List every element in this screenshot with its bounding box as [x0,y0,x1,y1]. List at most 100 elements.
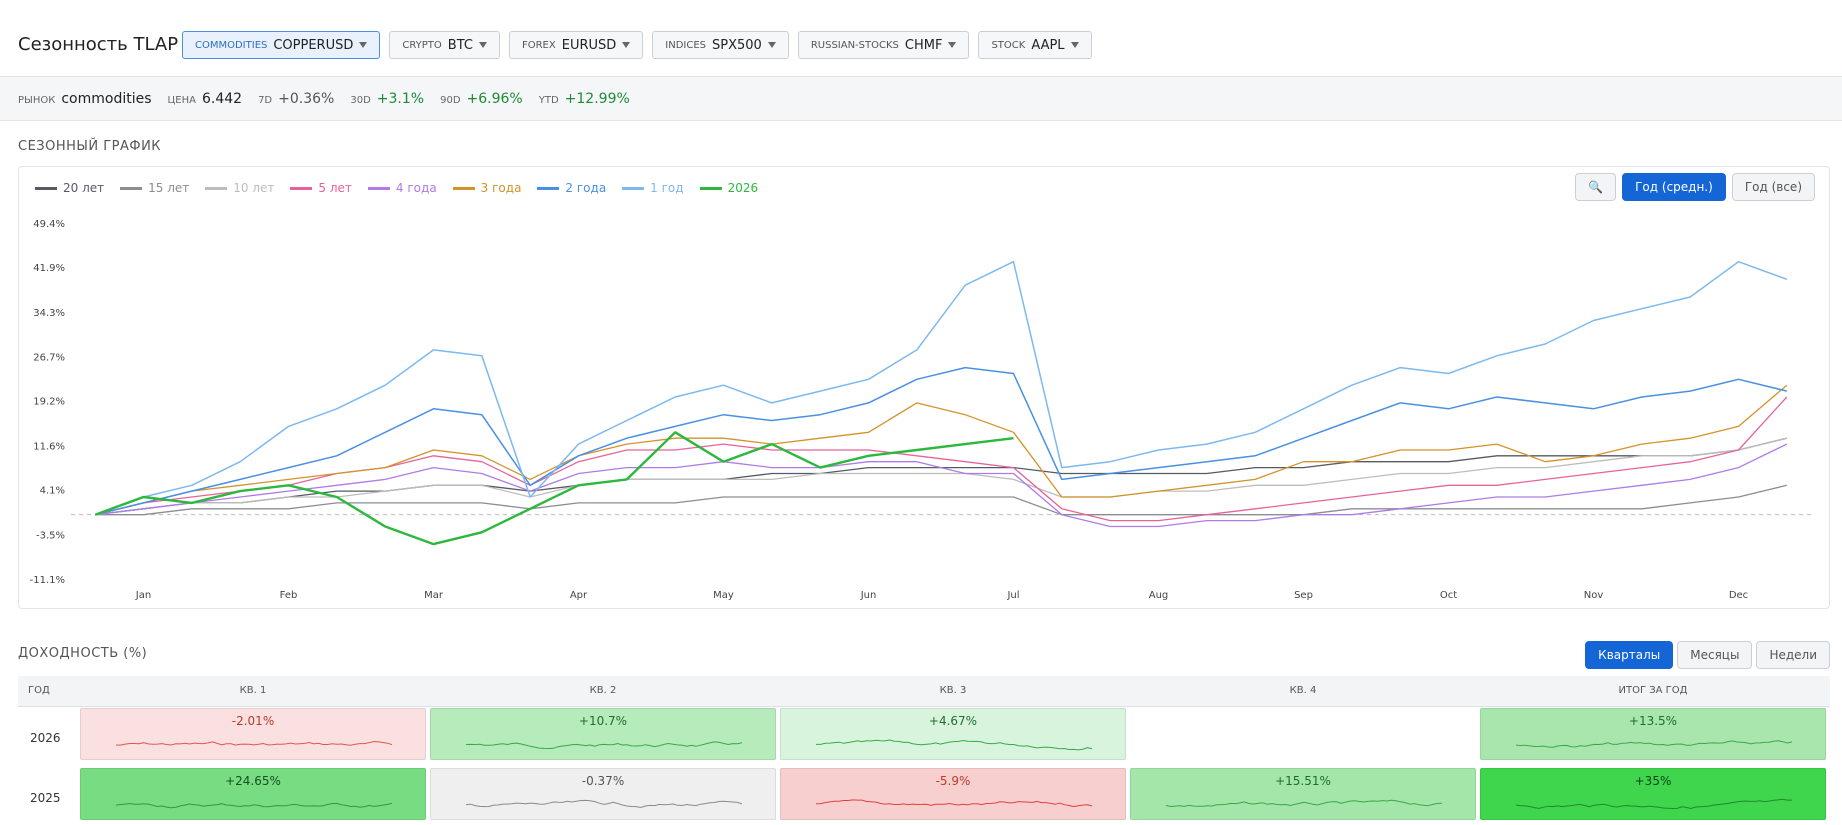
legend-swatch [537,186,560,190]
stat: 7D +0.36% [258,91,334,107]
return-cell[interactable]: -5.9% [780,768,1126,820]
y-tick-label: 34.3% [33,308,65,319]
return-cell[interactable]: +10.7% [430,708,776,760]
series-line [95,396,1788,522]
table-header-bg [18,676,1830,707]
sparkline [465,799,743,809]
stat-label: YTD [538,94,559,106]
return-cell[interactable]: -0.37% [430,768,776,820]
sparkline-path [1515,798,1792,810]
legend-item[interactable]: 20 лет [35,181,104,195]
sparkline [465,741,743,750]
stat: YTD +12.99% [539,91,630,107]
sparkline-path [115,802,393,809]
return-cell[interactable]: +15.51% [1130,768,1476,820]
x-tick-label: Oct [1440,590,1457,601]
legend-item[interactable]: 2 года [537,181,606,195]
series-line [95,484,1787,516]
button[interactable]: Недели [1756,641,1830,669]
x-tick-label: Aug [1149,590,1169,601]
y-tick-label: 49.4% [33,219,65,230]
symbol-tab[interactable]: COMMODITIES COPPERUSD [182,31,381,59]
sparkline-path [465,799,743,809]
button[interactable]: Месяцы [1677,641,1753,669]
column-header: КВ. 2 [589,685,617,696]
sparkline-path [815,799,1093,808]
column-header: КВ. 3 [939,685,967,696]
dropdown-arrow [948,42,957,48]
tab-symbol: SPX500 [712,37,762,53]
tab-symbol: COPPERUSD [273,37,354,53]
tab-symbol: AAPL [1031,37,1065,53]
dropdown-arrow [622,42,631,48]
legend-swatch [367,186,390,190]
legend-label: 15 лет [148,181,190,195]
stat-value: +0.36% [278,90,335,107]
return-cell[interactable]: +13.5% [1480,708,1826,760]
legend-item[interactable]: 1 год [622,181,684,195]
chart: 49.4% 41.9% 34.3% 26.7% 19.2% 11.6% 4.1% -3.5% -… [30,219,1811,601]
sparkline-path [115,741,393,746]
x-tick-label: Dec [1729,590,1748,601]
return-label: +24.65% [225,774,281,788]
legend-item[interactable]: 2026 [699,181,759,195]
sparkline [115,741,393,746]
return-cell[interactable]: +24.65% [80,768,426,820]
legend-label: 1 год [650,181,684,195]
return-label: -2.01% [231,714,275,728]
stat-label: РЫНОК [18,94,56,106]
page-title: Сезонность TLAP [18,34,179,55]
button[interactable]: Кварталы [1585,641,1674,669]
return-cell[interactable]: +4.67% [780,708,1126,760]
stat: 30D +3.1% [350,91,424,107]
return-label: +13.5% [1628,714,1678,728]
y-tick-label: 26.7% [33,353,65,364]
stat-value: +3.1% [376,90,425,107]
legend-item[interactable]: 4 года [367,181,437,195]
legend-label: 10 лет [233,181,275,195]
return-cell[interactable]: +35% [1480,768,1826,820]
y-tick-label: 41.9% [33,263,65,274]
returns-buttons: Кварталы Месяцы Недели [1585,641,1830,669]
stat-label: ЦЕНА [167,94,196,106]
legend-item[interactable]: 15 лет [120,181,189,195]
sparkline-path [816,739,1093,751]
return-cell[interactable]: -2.01% [80,708,426,760]
tab-category: CRYPTO [402,39,442,51]
tab-category: FOREX [521,39,556,51]
button[interactable]: Год (все) [1731,173,1815,201]
x-tick-label: May [713,590,734,601]
legend-swatch [120,186,143,190]
tabs: COMMODITIES COPPERUSD CRYPTO BTC FOREX EURUSD… [182,31,1092,59]
y-tick-label: 4.1% [40,486,65,497]
stat-value: commodities [61,90,152,107]
return-label: -0.37% [581,774,625,788]
dropdown-arrow [767,42,776,48]
x-tick-label: Jan [135,590,151,601]
series-line [94,260,1788,516]
series-line [95,366,1787,516]
symbol-tab[interactable]: RUSSIAN-STOCKS CHMF [797,31,970,59]
symbol-tab[interactable]: INDICES SPX500 [652,31,789,59]
legend-item[interactable]: 3 года [452,181,521,195]
stat-label: 90D [440,94,461,106]
stat-value: 6.442 [201,90,243,107]
button[interactable]: 🔍 [1575,173,1617,201]
x-tick-label: Sep [1294,590,1313,601]
button[interactable]: Год (средн.) [1622,173,1726,201]
dropdown-arrow [478,42,487,48]
symbol-tab[interactable]: FOREX EURUSD [508,31,644,59]
column-header: ГОД [28,685,50,696]
legend-item[interactable]: 10 лет [205,181,274,195]
legend-label: 2 года [565,181,607,195]
legend-label: 2026 [727,181,759,195]
sparkline [1515,798,1792,810]
returns-table: ГОД КВ. 1 КВ. 2 КВ. 3 КВ. 4 ИТОГ ЗА ГОД 2026 -2… [18,676,1830,825]
symbol-tab[interactable]: STOCK AAPL [978,31,1092,59]
symbol-tab[interactable]: CRYPTO BTC [389,31,500,59]
tab-symbol: BTC [447,37,473,53]
series-line [95,437,1787,516]
x-tick-label: Nov [1584,590,1604,601]
dropdown-arrow [1070,42,1079,48]
legend-item[interactable]: 5 лет [290,181,352,195]
